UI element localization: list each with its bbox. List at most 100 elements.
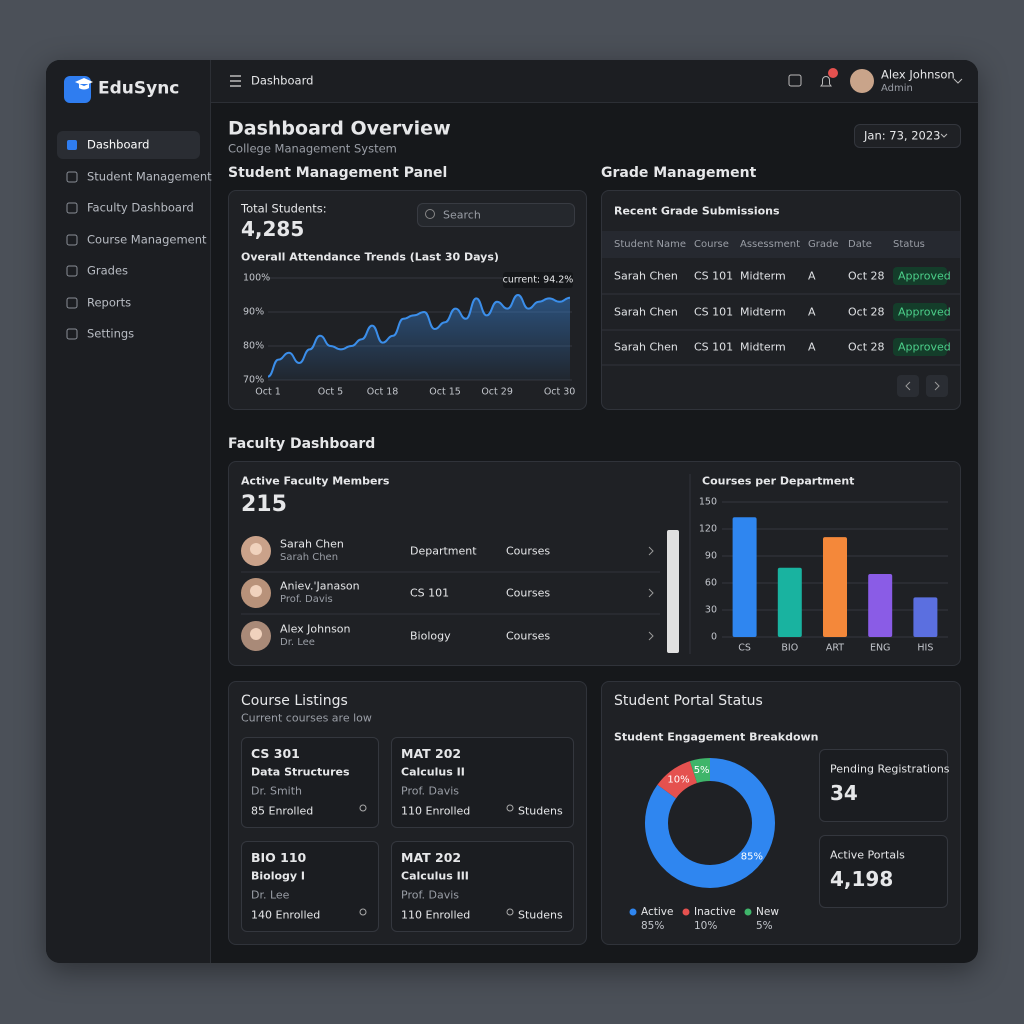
x-tick-label: ART [826,643,844,654]
y-tick-label: 0 [711,632,717,643]
x-tick-label: ENG [870,643,890,654]
faculty-dept: Department [410,544,477,558]
y-tick-label: 90% [243,307,264,318]
course-card[interactable] [241,841,379,932]
y-tick-label: 30 [705,605,717,616]
course-extra: Studens [518,804,563,818]
table-cell: Oct 28 [848,340,885,354]
nav-icon [66,171,78,183]
stat-value: 215 [241,492,287,517]
course-prof: Prof. Davis [401,784,460,798]
user-avatar[interactable] [850,69,874,93]
column-header: Date [848,239,872,250]
y-tick-label: 60 [705,578,717,589]
chevrons[interactable] [940,78,963,138]
x-tick-label: Oct 15 [429,387,461,398]
status-pill [893,267,947,285]
legend-label: Active [641,906,673,918]
menu-icon[interactable] [230,75,241,87]
chart-title: Overall Attendance Trends (Last 30 Days) [241,250,499,264]
faculty-sub: Prof. Davis [280,594,333,605]
nav-icon [66,328,78,340]
slice-label: 10% [667,775,689,786]
nav-icon [66,234,78,246]
table-cell: Midterm [740,269,786,283]
course-extra: Studens [518,908,563,922]
nav-item: Course Management [87,232,207,247]
grade-panel [601,190,961,410]
scrollbar[interactable] [667,530,679,653]
course-name: Calculus III [401,869,469,883]
calendar-icon[interactable] [788,74,802,87]
card-title: Recent Grade Submissions [614,204,780,218]
y-tick-label: 90 [705,551,717,562]
stat-value: 4,285 [241,217,305,241]
faculty-courses: Courses [506,586,551,600]
stat-label: Total Students: [241,201,327,216]
nav-icon [67,140,77,150]
table-cell: CS 101 [694,269,734,283]
donut-slice [657,761,698,799]
course-enrolled: 110 Enrolled [401,908,471,922]
x-tick-label: BIO [781,643,798,654]
faculty-dept: CS 101 [410,586,450,600]
next-page[interactable] [926,375,948,397]
course-card[interactable] [241,737,379,828]
nav-active [57,131,200,159]
course-card[interactable] [391,841,574,932]
people-icon [506,908,514,916]
course-code: MAT 202 [401,745,462,761]
people-icon [359,804,367,812]
nav-icon [66,265,78,277]
table-cell: Approved [898,340,951,354]
legend-dot [629,908,637,916]
x-tick-label: Oct 5 [318,387,344,398]
x-tick-label: CS [738,643,751,654]
user-role: Admin [881,83,913,94]
faculty-sub: Sarah Chen [280,552,339,563]
section-title: Student Management Panel [228,165,448,181]
nav-item: Faculty Dashboard [87,200,194,215]
course-enrolled: 85 Enrolled [251,804,314,818]
user-name: Alex Johnson [881,67,955,82]
table-cell: Approved [898,305,951,319]
page-title: Dashboard Overview [228,117,451,140]
y-tick-label: 150 [699,497,717,508]
bar [732,517,757,637]
faculty-sub: Dr. Lee [280,637,315,648]
search-box[interactable] [417,203,575,227]
section-title: Grade Management [601,165,757,181]
course-enrolled: 110 Enrolled [401,804,471,818]
panel-title: Student Portal Status [614,693,763,709]
course-prof: Dr. Smith [251,784,303,798]
section-title: Faculty Dashboard [228,436,376,452]
table-cell: A [808,305,816,319]
course-name: Calculus II [401,765,465,779]
legend-value: 10% [694,920,717,932]
table-cell: A [808,269,816,283]
course-code: CS 301 [251,745,300,761]
y-tick-label: 100% [243,273,270,284]
search-placeholder: Search [443,208,481,222]
table-cell: Sarah Chen [614,305,678,319]
x-tick-label: HIS [917,643,933,654]
faculty-name: Sarah Chen [280,537,344,551]
column-header: Assessment [740,239,800,250]
bell-icon[interactable] [820,76,832,87]
page-arrows [905,381,940,391]
donut-slice [689,758,711,784]
course-card[interactable] [391,737,574,828]
bar [868,574,893,637]
prev-page[interactable] [897,375,919,397]
nav-icon [66,297,78,309]
chart-title: Courses per Department [702,474,855,488]
donut-slice [645,758,775,888]
course-name: Biology I [251,869,306,883]
legend-value: 5% [756,920,773,932]
table-cell: A [808,340,816,354]
faculty-courses: Courses [506,629,551,643]
annotation-box [503,272,573,288]
table-cell: Midterm [740,340,786,354]
column-header: Student Name [614,239,687,250]
